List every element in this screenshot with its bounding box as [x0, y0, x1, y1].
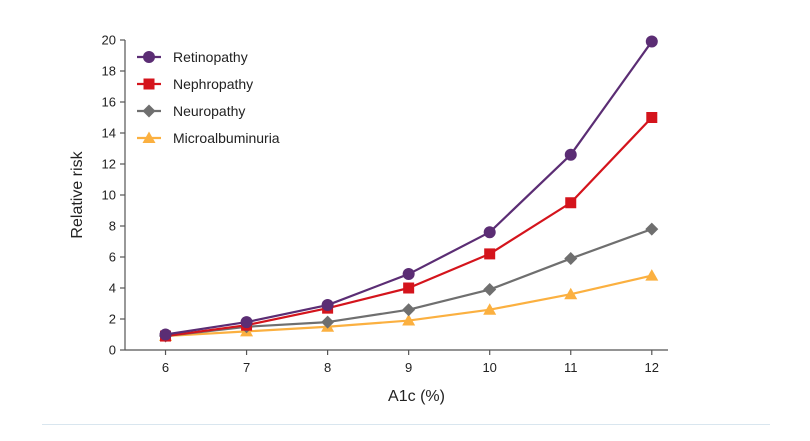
- legend-label-neuropathy: Neuropathy: [173, 103, 245, 119]
- legend-marker-nephropathy: [143, 78, 155, 90]
- y-tick-label: 16: [102, 95, 116, 110]
- legend-marker-microalbuminuria: [142, 131, 156, 143]
- y-tick-label: 10: [102, 188, 116, 203]
- data-point-microalbuminuria: [402, 314, 416, 326]
- x-tick-label: 8: [324, 360, 331, 375]
- x-tick-label: 10: [482, 360, 496, 375]
- data-point-neuropathy: [645, 222, 659, 236]
- legend-entry-neuropathy: Neuropathy: [137, 103, 245, 119]
- series-layer: [159, 35, 659, 343]
- legend-marker-retinopathy: [143, 51, 155, 63]
- data-point-retinopathy: [240, 316, 253, 329]
- data-point-nephropathy: [403, 282, 415, 294]
- legend-entry-retinopathy: Retinopathy: [137, 49, 248, 65]
- data-point-microalbuminuria: [483, 303, 497, 315]
- legend: Retinopathy Nephropathy Neuropathy Microalb…: [137, 49, 280, 146]
- data-point-nephropathy: [646, 112, 658, 123]
- legend-label-nephropathy: Nephropathy: [173, 76, 253, 92]
- y-tick-label: 12: [102, 157, 116, 172]
- y-tick-label: 14: [102, 126, 116, 141]
- x-tick-label: 7: [243, 360, 250, 375]
- data-point-retinopathy: [321, 299, 334, 312]
- x-tick-label: 9: [405, 360, 412, 375]
- y-tick-label: 4: [109, 281, 116, 296]
- data-point-nephropathy: [484, 248, 496, 260]
- y-tick-label: 20: [102, 33, 116, 48]
- y-tick-label: 2: [109, 312, 116, 327]
- data-point-neuropathy: [402, 303, 416, 317]
- data-point-neuropathy: [321, 315, 335, 329]
- y-axis-title: Relative risk: [69, 150, 86, 238]
- data-point-retinopathy: [645, 35, 658, 48]
- series-retinopathy: [159, 35, 658, 341]
- y-tick-label: 6: [109, 250, 116, 265]
- data-point-microalbuminuria: [564, 287, 578, 300]
- legend-label-retinopathy: Retinopathy: [173, 49, 248, 65]
- legend-marker-neuropathy: [142, 104, 156, 118]
- axes: 0 2 4 6 8 10 12 14 16 18 20 6 7 8 9 10 11 12: [102, 33, 668, 375]
- y-tick-label: 8: [109, 219, 116, 234]
- data-point-microalbuminuria: [645, 269, 659, 281]
- data-point-retinopathy: [564, 148, 577, 161]
- data-point-neuropathy: [483, 283, 497, 297]
- data-point-neuropathy: [564, 252, 578, 266]
- data-point-nephropathy: [565, 197, 577, 209]
- legend-entry-nephropathy: Nephropathy: [137, 76, 253, 92]
- y-tick-label: 18: [102, 64, 116, 79]
- x-tick-label: 6: [162, 360, 169, 375]
- x-tick-label: 12: [645, 360, 659, 375]
- data-point-retinopathy: [402, 268, 415, 281]
- x-tick-label: 11: [564, 360, 578, 375]
- x-axis-title: A1c (%): [388, 388, 445, 405]
- legend-label-microalbuminuria: Microalbuminuria: [173, 130, 280, 146]
- y-tick-label: 0: [109, 343, 116, 358]
- legend-entry-microalbuminuria: Microalbuminuria: [137, 130, 280, 146]
- bottom-divider: [42, 424, 770, 425]
- data-point-retinopathy: [483, 226, 496, 239]
- data-point-retinopathy: [159, 328, 172, 341]
